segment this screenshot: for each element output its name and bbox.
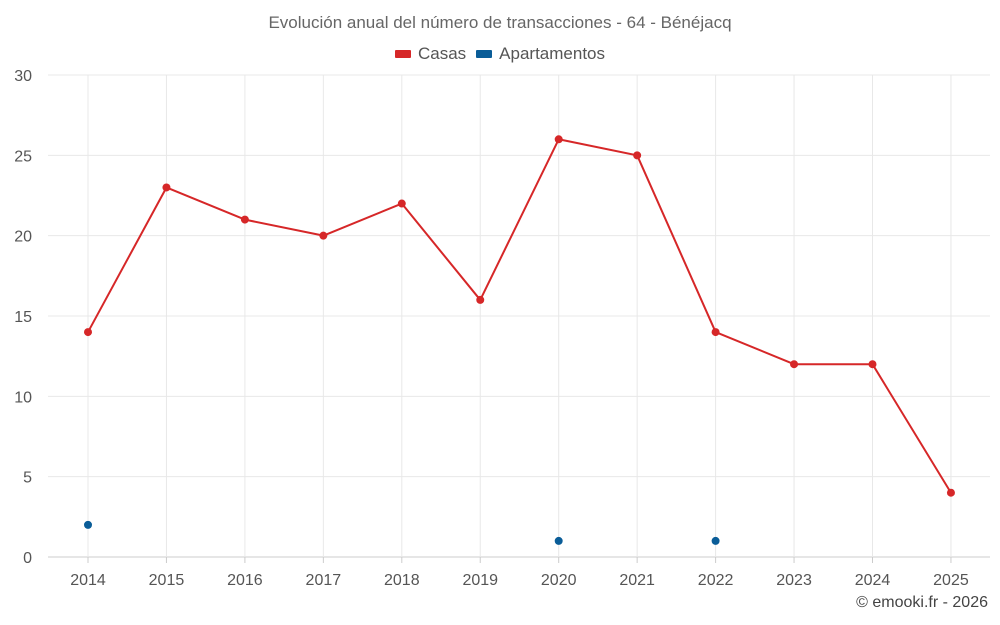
legend-label-apartamentos: Apartamentos — [499, 44, 606, 63]
legend-swatch-apartamentos — [476, 50, 493, 58]
x-tick-label: 2019 — [462, 572, 498, 589]
x-tick-label: 2018 — [384, 572, 420, 589]
x-tick-label: 2017 — [306, 572, 342, 589]
series-layer — [84, 135, 955, 545]
legend-label-casas: Casas — [417, 44, 467, 63]
y-tick-label: 20 — [14, 229, 32, 246]
y-tick-label: 0 — [23, 550, 32, 567]
x-tick-label: 2021 — [619, 572, 655, 589]
y-tick-label: 15 — [14, 309, 32, 326]
series-line-casas — [87, 138, 952, 494]
data-point-casas[interactable] — [868, 360, 877, 369]
data-point-casas[interactable] — [84, 328, 92, 337]
chart-legend: Casas Apartamentos — [0, 44, 1000, 64]
x-tick-label: 2022 — [698, 572, 734, 589]
data-point-casas[interactable] — [554, 135, 563, 144]
y-tick-label: 5 — [23, 470, 32, 487]
x-tick-label: 2020 — [541, 572, 577, 589]
y-tick-label: 10 — [14, 389, 32, 406]
footer-credit: © emooki.fr - 2026 — [856, 594, 988, 611]
data-point-casas[interactable] — [633, 151, 642, 160]
data-point-casas[interactable] — [319, 231, 328, 240]
legend-item-casas[interactable]: Casas — [394, 44, 467, 64]
legend-swatch-casas — [394, 50, 411, 58]
data-point-apartamentos[interactable] — [711, 536, 720, 545]
data-point-casas[interactable] — [476, 295, 485, 304]
legend-item-apartamentos[interactable]: Apartamentos — [476, 44, 605, 64]
x-tick-label: 2023 — [776, 572, 812, 589]
x-tick-label: 2016 — [227, 572, 263, 589]
data-point-casas[interactable] — [162, 183, 171, 192]
x-tick-label: 2014 — [70, 572, 106, 589]
grid-layer — [48, 74, 990, 558]
data-point-casas[interactable] — [790, 360, 799, 369]
data-point-apartamentos[interactable] — [84, 520, 92, 529]
y-tick-label: 25 — [14, 148, 32, 165]
x-tick-label: 2015 — [149, 572, 185, 589]
chart-title: Evolución anual del número de transaccio… — [268, 13, 732, 32]
y-tick-label: 30 — [14, 68, 32, 85]
data-point-casas[interactable] — [946, 488, 955, 497]
data-point-casas[interactable] — [711, 328, 720, 337]
data-point-apartamentos[interactable] — [554, 536, 563, 545]
data-point-casas[interactable] — [240, 215, 249, 224]
x-tick-label: 2025 — [933, 572, 969, 589]
data-point-casas[interactable] — [397, 199, 406, 208]
x-tick-label: 2024 — [855, 572, 891, 589]
